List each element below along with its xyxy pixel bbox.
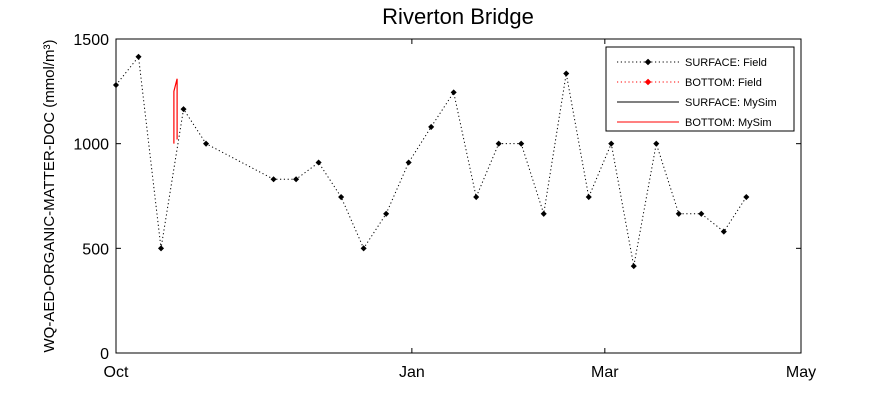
data-point <box>585 194 592 201</box>
y-tick-label: 1500 <box>73 32 109 49</box>
data-point <box>338 194 345 201</box>
data-point <box>563 70 570 77</box>
data-point <box>180 106 187 113</box>
legend-label: SURFACE: MySim <box>685 97 777 109</box>
data-point <box>360 245 367 252</box>
y-tick-label: 500 <box>82 241 109 258</box>
data-point <box>428 123 435 130</box>
data-point <box>135 53 142 60</box>
y-axis-label: WQ-AED-ORGANIC-MATTER-DOC (mmol/m³) <box>41 39 58 352</box>
series-line <box>173 78 178 144</box>
data-point <box>270 176 277 183</box>
data-point <box>495 140 502 147</box>
x-tick-label: May <box>786 364 816 381</box>
data-point <box>630 263 637 270</box>
axis-ticks: Oct Jan Mar May 0 500 1000 1500 <box>73 32 816 381</box>
chart-title: Riverton Bridge <box>382 4 534 29</box>
data-point <box>450 89 457 96</box>
data-point <box>203 140 210 147</box>
data-point <box>112 82 120 89</box>
series-surface-field <box>112 53 750 270</box>
data-point <box>293 176 300 183</box>
y-tick-label: 1000 <box>73 137 109 154</box>
data-point <box>473 194 480 201</box>
data-point <box>383 210 390 217</box>
data-point <box>540 210 547 217</box>
data-point <box>518 140 525 147</box>
legend-label: BOTTOM: Field <box>685 77 762 89</box>
data-point <box>608 140 615 147</box>
data-point <box>675 210 682 217</box>
data-point <box>405 159 412 166</box>
y-tick-label: 0 <box>100 346 109 363</box>
data-point <box>698 210 705 217</box>
series-bottom-mysim <box>173 78 178 144</box>
series-layer <box>112 53 750 270</box>
legend-label: BOTTOM: MySim <box>685 117 772 129</box>
data-point <box>743 194 750 201</box>
legend-box <box>605 46 795 132</box>
x-tick-label: Oct <box>104 364 129 381</box>
legend-swatch-marker <box>644 58 652 66</box>
legend: SURFACE: Field BOTTOM: Field SURFACE: MySi… <box>605 46 795 132</box>
x-tick-label: Mar <box>591 364 619 381</box>
x-tick-label: Jan <box>399 364 425 381</box>
data-point <box>315 159 322 166</box>
data-point <box>653 140 660 147</box>
legend-swatch-marker <box>644 78 652 86</box>
data-point <box>720 228 727 235</box>
data-point <box>157 245 165 252</box>
legend-label: SURFACE: Field <box>685 57 767 69</box>
